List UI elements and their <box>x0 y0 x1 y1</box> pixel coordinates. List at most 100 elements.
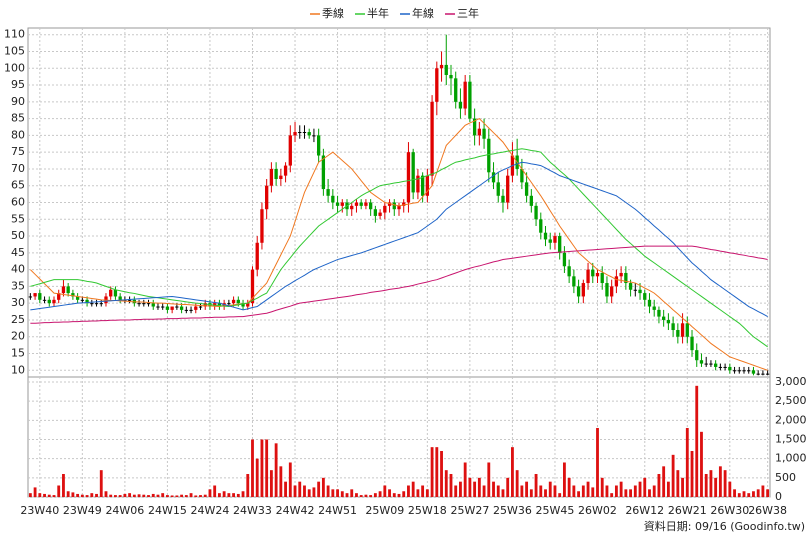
volume-bar <box>506 477 510 497</box>
candle-body <box>695 350 699 361</box>
volume-bar <box>695 385 699 497</box>
candle-body <box>619 272 623 277</box>
y-tick-label: 90 <box>11 95 25 108</box>
volume-bar <box>28 493 32 497</box>
y-tick-label: 110 <box>4 28 25 41</box>
candle-body <box>595 272 600 277</box>
volume-bar <box>700 431 703 497</box>
candle-body <box>175 306 179 308</box>
candle-body <box>335 202 340 206</box>
candle-body <box>454 78 458 102</box>
candle-body <box>283 165 288 176</box>
y-tick-label: 105 <box>4 44 25 57</box>
candle-body <box>307 132 311 136</box>
candle-body <box>260 209 264 243</box>
candle-body <box>373 209 378 216</box>
candle-body <box>534 205 538 220</box>
candle-body <box>236 299 240 304</box>
volume-bar <box>156 494 160 497</box>
x-tick-label: 26W02 <box>578 504 617 517</box>
candle-body <box>317 135 321 156</box>
candle-body <box>170 306 174 310</box>
candle-body <box>728 366 732 371</box>
volume-bar <box>317 481 321 497</box>
volume-bar <box>340 491 344 497</box>
volume-bar <box>269 470 273 497</box>
volume-bar <box>175 495 179 497</box>
legend-label: 半年 <box>367 6 389 20</box>
y-tick-label: 75 <box>11 145 25 158</box>
volume-bar <box>189 493 193 497</box>
volume-bar <box>251 439 254 497</box>
candle-body <box>85 299 89 304</box>
volume-bar <box>534 473 538 497</box>
candle-body <box>685 323 689 337</box>
candle-body <box>165 306 170 310</box>
volume-bar <box>544 489 547 497</box>
candle-body <box>600 272 604 284</box>
ma-line <box>30 148 768 348</box>
candle-body <box>80 299 85 301</box>
candle-body <box>90 303 94 305</box>
candle-body <box>137 303 141 305</box>
candle-body <box>142 303 146 305</box>
volume-bar <box>402 491 406 497</box>
candle-body <box>610 286 614 297</box>
candle-body <box>671 323 675 331</box>
volume-tick-label: 0 <box>775 490 782 503</box>
candle-body <box>713 363 718 367</box>
candle-body <box>628 283 633 290</box>
volume-bar <box>388 489 391 497</box>
volume-bar <box>57 485 61 497</box>
volume-bar <box>747 493 751 497</box>
candle-body <box>652 306 656 310</box>
candle-body <box>472 118 477 136</box>
volume-bar <box>170 495 174 497</box>
candle-body <box>255 242 259 270</box>
volume-bar <box>95 493 98 497</box>
candle-body <box>340 202 344 206</box>
volume-bar <box>80 494 84 497</box>
volume-bar <box>553 485 557 497</box>
volume-bar <box>355 493 358 497</box>
volume-bar <box>487 462 491 497</box>
candle-body <box>761 373 765 375</box>
volume-bar <box>737 493 741 497</box>
volume-bar <box>562 462 566 497</box>
volume-bar <box>492 481 495 497</box>
volume-bar <box>681 477 684 497</box>
candle-body <box>444 64 448 75</box>
volume-bar <box>633 485 637 497</box>
y-tick-label: 30 <box>11 296 25 309</box>
volume-bar <box>676 470 680 497</box>
candle-body <box>33 293 37 297</box>
candle-body <box>539 219 543 233</box>
volume-tick-label: 1,000 <box>775 452 807 465</box>
volume-bar <box>208 489 212 497</box>
candle-body <box>718 366 723 368</box>
candle-body <box>496 182 500 196</box>
volume-bar <box>440 450 443 497</box>
volume-bar <box>142 494 146 497</box>
candle-body <box>567 266 571 277</box>
candle-body <box>364 202 368 206</box>
candle-body <box>709 363 713 365</box>
x-tick-label: 25W09 <box>365 504 404 517</box>
candle-body <box>288 135 292 166</box>
candle-body <box>312 135 316 137</box>
volume-bar <box>227 493 231 497</box>
candle-body <box>265 185 269 210</box>
volume-panel <box>27 376 771 498</box>
volume-bar <box>66 491 70 497</box>
volume-bar <box>596 427 599 497</box>
volume-bar <box>430 447 434 497</box>
volume-bar <box>714 477 718 497</box>
candle-body <box>250 269 255 304</box>
volume-bar <box>109 494 113 497</box>
y-tick-label: 40 <box>11 263 25 276</box>
volume-bar <box>605 485 609 497</box>
candle-body <box>321 155 326 190</box>
volume-bar <box>307 489 311 497</box>
volume-bar <box>548 481 552 497</box>
x-tick-label: 26W30 <box>710 504 749 517</box>
